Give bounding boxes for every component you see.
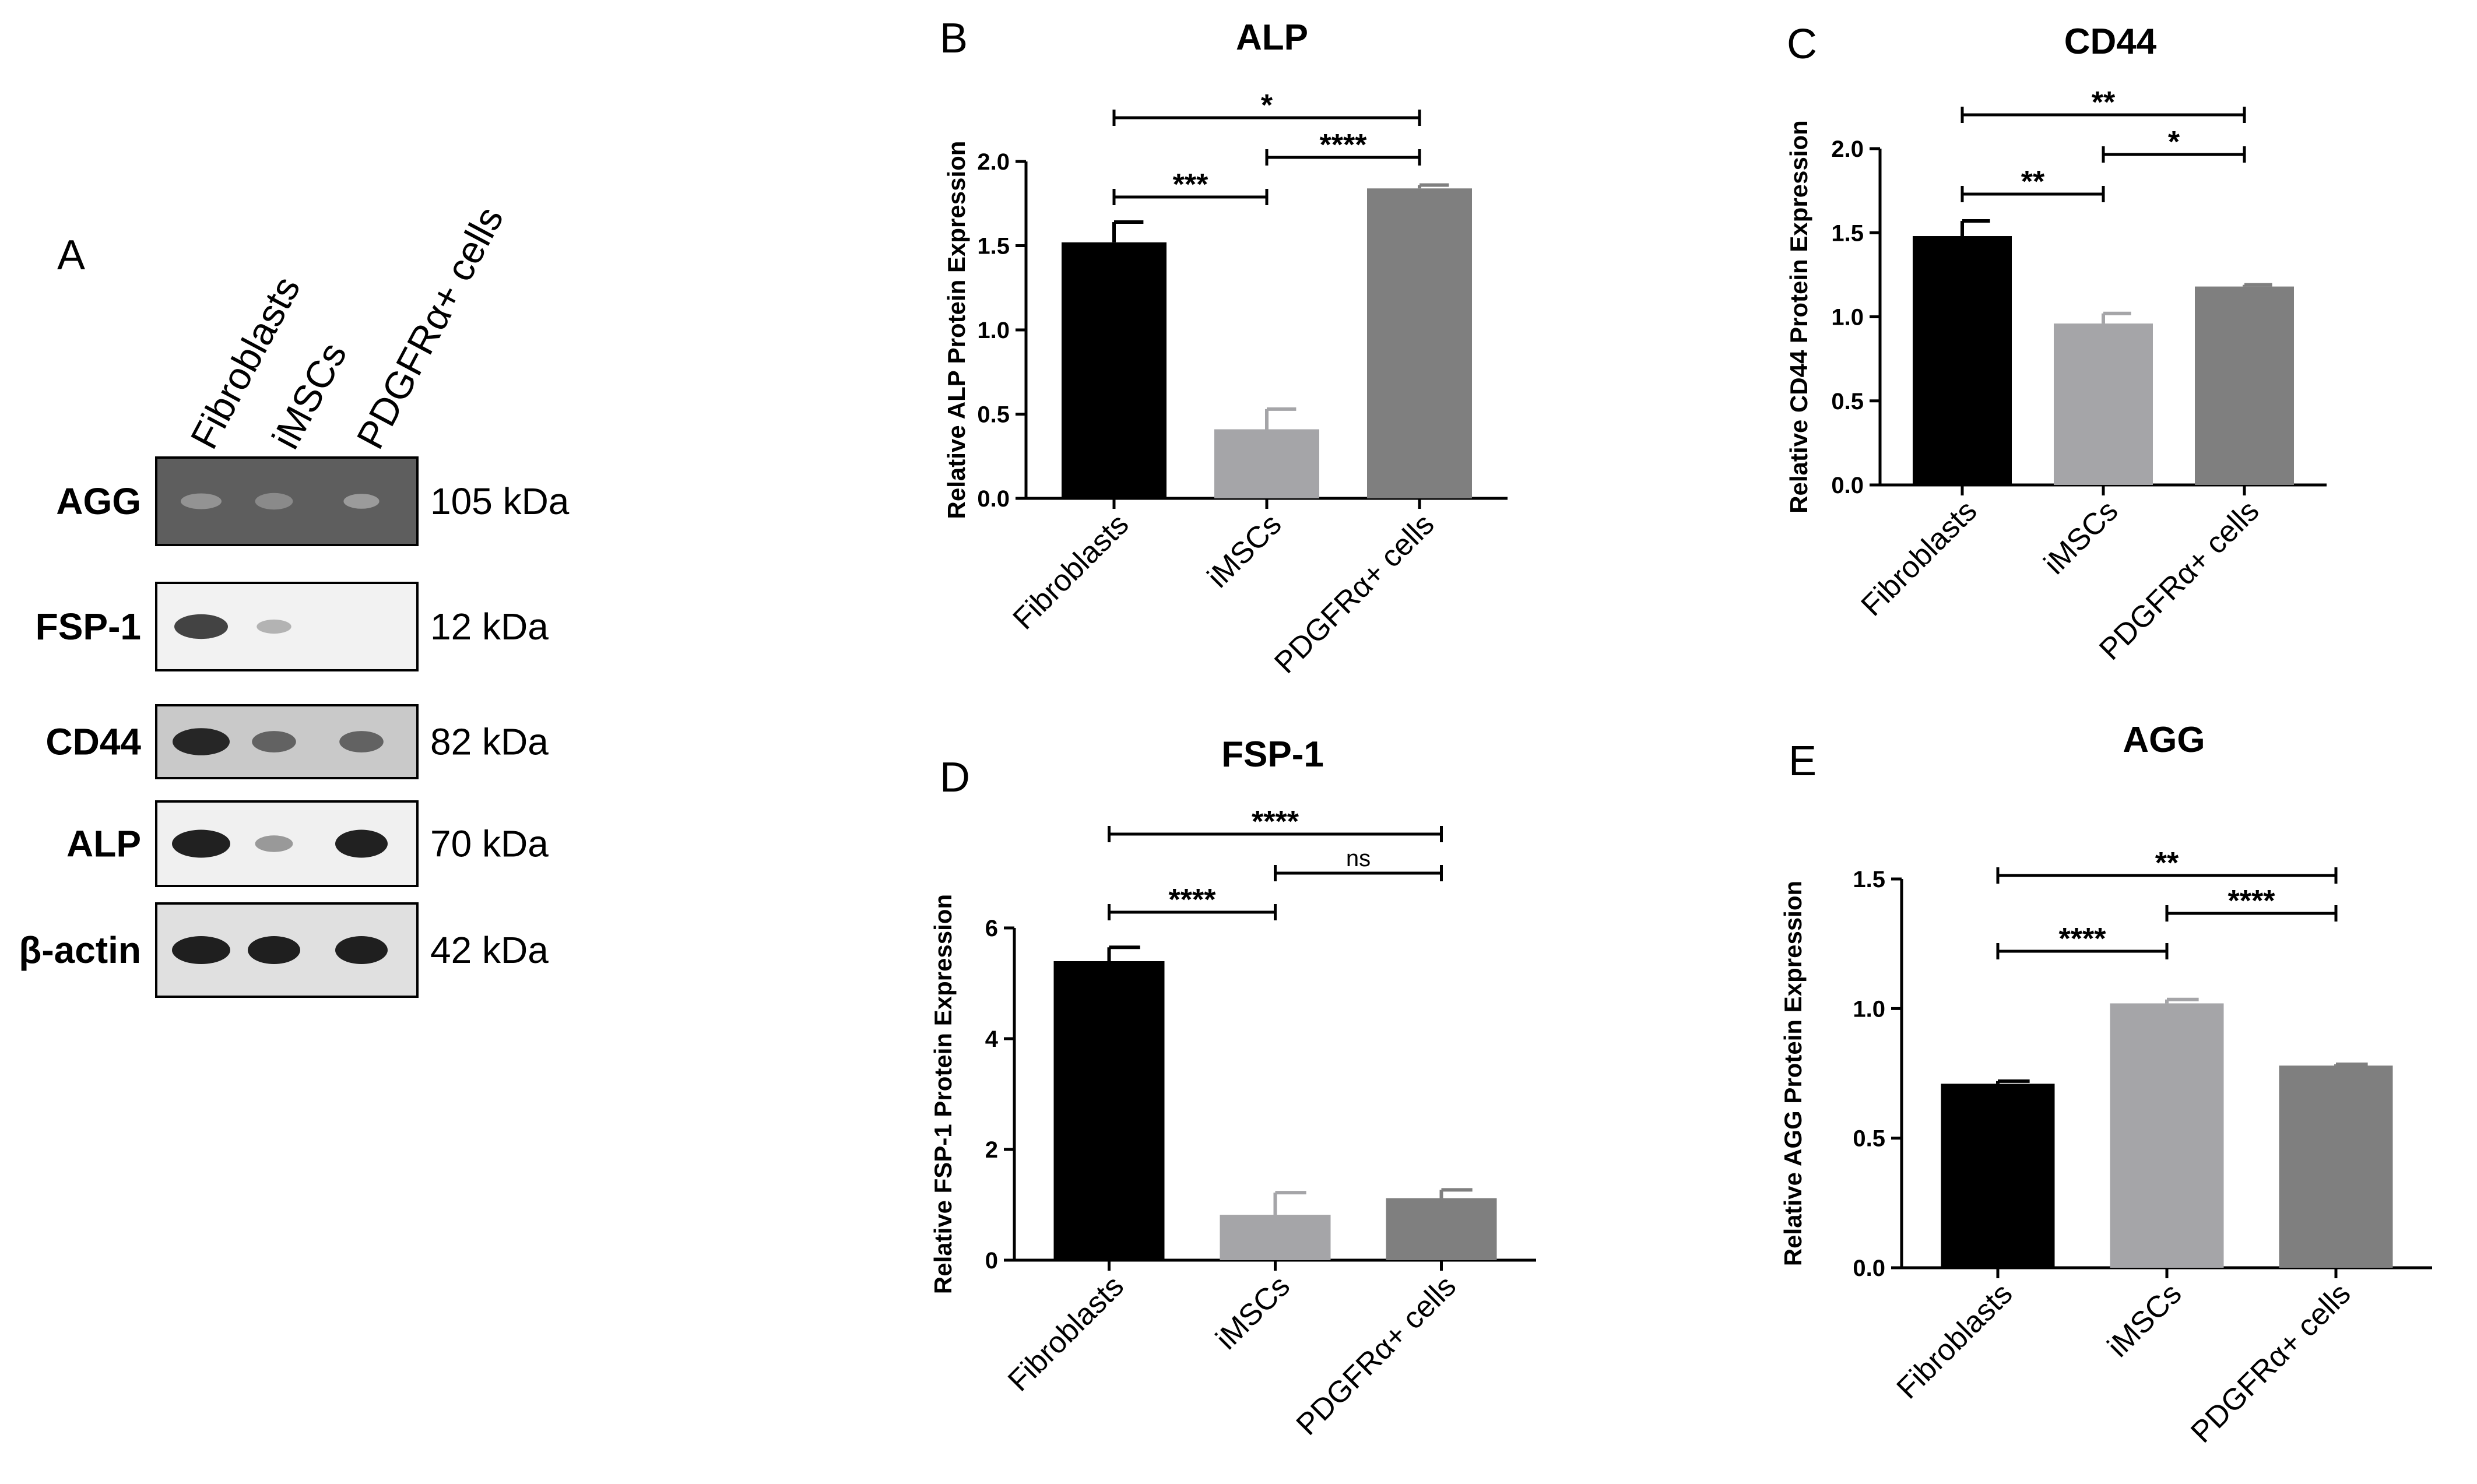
y-axis-label: Relative CD44 Protein Expression	[1785, 120, 1812, 514]
significance-label: ****	[1320, 128, 1368, 162]
y-tick-label: 1.0	[1853, 996, 1885, 1022]
y-tick-label: 2	[985, 1137, 998, 1163]
panel-letter-b: B	[940, 15, 968, 62]
blot-protein-label-cd44: CD44	[45, 721, 141, 763]
bar-imscs	[1220, 1215, 1331, 1260]
blot-band-agg-lane-1	[181, 493, 222, 509]
significance-label: **	[2155, 846, 2179, 880]
significance-label: *	[1261, 89, 1273, 122]
bar-fibroblasts	[1913, 236, 2012, 485]
chart-panel-b: B ALP Relative ALP Protein Expression 0.0 0.…	[940, 15, 1508, 680]
blot-protein-label-alp: ALP	[66, 823, 141, 865]
x-tick-label-imscs: iMSCs	[2101, 1276, 2188, 1363]
y-tick-label: 2.0	[1831, 136, 1864, 162]
y-tick-label: 1.0	[977, 318, 1010, 343]
chart-panel-c: C CD44 Relative CD44 Protein Expression 0.0…	[1785, 21, 2327, 667]
bar-pdgfr-cells	[1386, 1198, 1497, 1260]
bar-pdgfr-cells	[1367, 188, 1472, 498]
x-tick-label-imscs: iMSCs	[1201, 507, 1288, 594]
y-tick-label: 6	[985, 916, 998, 941]
bar-imscs	[2110, 1003, 2224, 1268]
blot-band-agg-lane-3	[343, 494, 380, 509]
bar-fibroblasts	[1053, 961, 1165, 1260]
y-tick-label: 4	[985, 1026, 999, 1052]
y-axis-label: Relative ALP Protein Expression	[943, 141, 970, 519]
blot-band-cd44-lane-1	[173, 728, 230, 755]
blot-band-alp-lane-2	[255, 835, 293, 852]
y-tick-label: 1.5	[977, 234, 1010, 259]
blot-kda-label-actin: 42 kDa	[430, 929, 549, 971]
y-tick-label: 1.0	[1831, 305, 1864, 330]
significance-label: ***	[1173, 168, 1208, 202]
lane-label-imscs: iMSCs	[263, 335, 355, 455]
y-tick-label: 0.0	[1831, 473, 1864, 498]
chart-title-b: ALP	[1236, 17, 1308, 58]
chart-panel-e: E AGG Relative AGG Protein Expression 0.0 0.…	[1779, 720, 2432, 1450]
panel-letter-a: A	[57, 232, 85, 279]
blot-kda-label-agg: 105 kDa	[430, 480, 570, 522]
lane-label-pdgfra: PDGFRα+ cells	[348, 199, 511, 455]
blot-protein-label-fsp-1: FSP-1	[36, 606, 141, 648]
x-tick-label-pdgfr-cells: PDGFRα+ cells	[2184, 1276, 2357, 1449]
significance-label: **	[2092, 86, 2116, 119]
significance-label: ns	[1346, 846, 1371, 871]
x-tick-label-imscs: iMSCs	[1210, 1269, 1297, 1356]
panel-letter-e: E	[1789, 738, 1817, 785]
western-blot-panel: A Fibroblasts iMSCs PDGFRα+ cells AGG 105…	[19, 199, 570, 998]
y-axis-label: Relative FSP-1 Protein Expression	[929, 894, 957, 1294]
chart-title-d: FSP-1	[1221, 734, 1324, 775]
blot-band-fsp-1-lane-1	[174, 614, 228, 639]
blot-band-actin-lane-1	[172, 936, 230, 964]
y-tick-label: 2.0	[977, 149, 1010, 175]
y-axis-label: Relative AGG Protein Expression	[1779, 881, 1807, 1266]
blot-band-cd44-lane-2	[252, 731, 296, 752]
x-tick-label-imscs: iMSCs	[2037, 494, 2124, 581]
blot-band-alp-lane-3	[335, 829, 388, 858]
x-tick-label-fibroblasts: Fibroblasts	[1891, 1276, 2019, 1405]
blot-kda-label-fsp-1: 12 kDa	[430, 606, 549, 648]
y-tick-label: 0.5	[1853, 1126, 1885, 1152]
significance-label: ****	[2059, 922, 2107, 956]
bar-imscs	[2054, 323, 2153, 485]
chart-title-c: CD44	[2064, 22, 2157, 62]
y-tick-label: 0.5	[977, 402, 1010, 428]
chart-title-e: AGG	[2123, 720, 2205, 760]
significance-label: *	[2168, 125, 2180, 159]
significance-label: ****	[1252, 805, 1299, 839]
blot-band-fsp-1-lane-2	[257, 619, 291, 634]
blot-protein-label-actin: β-actin	[19, 929, 141, 971]
y-tick-label: 0.0	[977, 486, 1010, 512]
x-tick-label-pdgfr-cells: PDGFRα+ cells	[1290, 1269, 1463, 1441]
blot-band-actin-lane-2	[248, 936, 300, 964]
significance-label: **	[2021, 165, 2045, 199]
blot-kda-label-alp: 70 kDa	[430, 823, 549, 865]
bar-fibroblasts	[1062, 242, 1167, 498]
blot-band-agg-lane-2	[255, 493, 293, 510]
significance-label: ****	[2228, 884, 2276, 918]
bar-pdgfr-cells	[2279, 1065, 2393, 1268]
blot-band-actin-lane-3	[335, 936, 388, 964]
y-tick-label: 1.5	[1831, 220, 1864, 246]
bar-pdgfr-cells	[2195, 286, 2294, 485]
blot-band-cd44-lane-3	[339, 731, 384, 752]
x-tick-label-fibroblasts: Fibroblasts	[1855, 494, 1984, 623]
chart-panel-d: D FSP-1 Relative FSP-1 Protein Expression 0…	[929, 734, 1536, 1442]
y-tick-label: 0	[985, 1248, 998, 1274]
panel-letter-c: C	[1787, 21, 1817, 68]
blot-kda-label-cd44: 82 kDa	[430, 721, 549, 763]
bar-imscs	[1214, 429, 1319, 498]
x-tick-label-fibroblasts: Fibroblasts	[1007, 507, 1136, 636]
bar-fibroblasts	[1941, 1084, 2055, 1268]
y-tick-label: 1.5	[1853, 867, 1885, 892]
x-tick-label-pdgfr-cells: PDGFRα+ cells	[1268, 507, 1440, 680]
significance-label: ****	[1169, 883, 1217, 917]
panel-letter-d: D	[940, 754, 970, 801]
y-tick-label: 0.0	[1853, 1256, 1885, 1281]
blot-band-alp-lane-1	[172, 829, 230, 858]
x-tick-label-fibroblasts: Fibroblasts	[1002, 1269, 1130, 1398]
blot-protein-label-agg: AGG	[56, 480, 141, 522]
y-tick-label: 0.5	[1831, 389, 1864, 414]
